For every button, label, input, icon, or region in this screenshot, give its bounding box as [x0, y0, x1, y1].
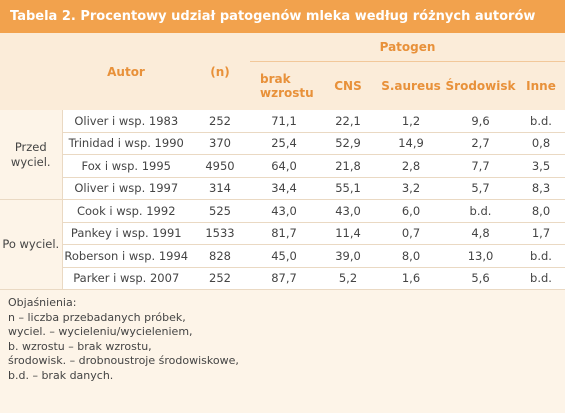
- value-cell: 525: [190, 199, 250, 223]
- author-cell: Roberson i wsp. 1994: [61, 244, 190, 268]
- header-cell: (n): [190, 33, 250, 110]
- value-cell: 2,8: [378, 154, 444, 178]
- header-cell: S.aureus: [378, 61, 444, 110]
- table-row: Pankey i wsp. 1991 1533 81,7 11,4 0,7 4,8 1,7: [0, 222, 565, 245]
- value-cell: 0,8: [517, 132, 565, 155]
- value-cell: 4950: [190, 154, 250, 178]
- value-cell: 43,0: [250, 199, 318, 223]
- value-cell: 5,6: [444, 267, 517, 290]
- table-row: Po wyciel. Cook i wsp. 1992 525 43,0 43,0 6,0…: [0, 199, 565, 290]
- table-row: Parker i wsp. 2007 252 87,7 5,2 1,6 5,6 b.d.: [0, 267, 565, 290]
- header-cell: Autor: [62, 33, 190, 110]
- value-cell: 0,7: [378, 222, 444, 245]
- value-cell: 8,0: [517, 199, 565, 223]
- value-cell: 252: [190, 110, 250, 133]
- value-cell: 5,7: [444, 177, 517, 200]
- table-row: Oliver i wsp. 1997 314 34,4 55,1 3,2 5,7 8,3: [0, 177, 565, 200]
- value-cell: 3,5: [517, 154, 565, 178]
- group-label: Po wyciel.: [0, 199, 63, 290]
- header-cell: Środowisk: [444, 61, 517, 110]
- value-cell: 7,7: [444, 154, 517, 178]
- table-body: Przed wyciel. Oliver i wsp. 1983 252 71,1 22…: [0, 110, 565, 290]
- value-cell: 25,4: [250, 132, 318, 155]
- header-cell: [0, 33, 62, 110]
- value-cell: 314: [190, 177, 250, 200]
- value-cell: 14,9: [378, 132, 444, 155]
- value-cell: b.d.: [517, 267, 565, 290]
- value-cell: 87,7: [250, 267, 318, 290]
- value-cell: b.d.: [517, 244, 565, 268]
- value-cell: 370: [190, 132, 250, 155]
- value-cell: 11,4: [318, 222, 378, 245]
- table-title: Tabela 2. Procentowy udział patogenów ml…: [0, 0, 565, 33]
- table-row: Trinidad i wsp. 1990 370 25,4 52,9 14,9 2,7 0,…: [0, 132, 565, 155]
- note-line: n – liczba przebadanych próbek,: [8, 310, 186, 324]
- author-cell: Oliver i wsp. 1983: [61, 110, 190, 133]
- value-cell: 34,4: [250, 177, 318, 200]
- note-line: wyciel. – wycieleniu/wycieleniem,: [8, 325, 193, 338]
- header-cell: brak wzrostu: [250, 61, 318, 110]
- value-cell: 64,0: [250, 154, 318, 178]
- value-cell: 52,9: [318, 132, 378, 155]
- table-row: Roberson i wsp. 1994 828 45,0 39,0 8,0 13,0 b.…: [0, 244, 565, 268]
- value-cell: 9,6: [444, 110, 517, 133]
- note-line: b.d. – brak danych.: [8, 368, 114, 382]
- value-cell: 1,6: [378, 267, 444, 290]
- author-cell: Trinidad i wsp. 1990: [61, 132, 190, 155]
- value-cell: 13,0: [444, 244, 517, 268]
- note-line: środowisk. – drobnoustroje środowiskowe,: [8, 354, 239, 367]
- value-cell: 2,7: [444, 132, 517, 155]
- value-cell: b.d.: [444, 199, 517, 223]
- table: Autor (n) Patogen brak wzrostu CNS S.aureu…: [0, 33, 565, 290]
- value-cell: 55,1: [318, 177, 378, 200]
- header-group: Patogen: [250, 33, 565, 62]
- author-cell: Cook i wsp. 1992: [61, 199, 190, 223]
- value-cell: 81,7: [250, 222, 318, 245]
- notes-heading: Objaśnienia:: [8, 296, 77, 309]
- value-cell: 45,0: [250, 244, 318, 268]
- value-cell: 828: [190, 244, 250, 268]
- value-cell: 39,0: [318, 244, 378, 268]
- header-cell: Inne: [517, 61, 565, 110]
- value-cell: 1,2: [378, 110, 444, 133]
- notes: Objaśnienia: n – liczba przebadanych pró…: [0, 290, 565, 383]
- value-cell: 6,0: [378, 199, 444, 223]
- value-cell: b.d.: [517, 110, 565, 133]
- value-cell: 1,7: [517, 222, 565, 245]
- table-header: Autor (n) Patogen brak wzrostu CNS S.aureu…: [0, 33, 565, 110]
- header-cell: CNS: [318, 61, 378, 110]
- note-line: b. wzrostu – brak wzrostu,: [8, 339, 152, 353]
- header-row: Autor (n) Patogen: [0, 33, 565, 110]
- value-cell: 5,2: [318, 267, 378, 290]
- value-cell: 43,0: [318, 199, 378, 223]
- value-cell: 71,1: [250, 110, 318, 133]
- author-cell: Fox i wsp. 1995: [61, 154, 190, 178]
- value-cell: 21,8: [318, 154, 378, 178]
- value-cell: 252: [190, 267, 250, 290]
- author-cell: Parker i wsp. 2007: [61, 267, 190, 290]
- header-row: brak wzrostu CNS S.aureus Środowisk Inne: [0, 61, 565, 110]
- table-row: Przed wyciel. Oliver i wsp. 1983 252 71,1 22…: [0, 110, 565, 200]
- value-cell: 1533: [190, 222, 250, 245]
- author-cell: Pankey i wsp. 1991: [61, 222, 190, 245]
- value-cell: 8,0: [378, 244, 444, 268]
- value-cell: 4,8: [444, 222, 517, 245]
- table-row: Fox i wsp. 1995 4950 64,0 21,8 2,8 7,7 3,5: [0, 154, 565, 178]
- value-cell: 3,2: [378, 177, 444, 200]
- group-label: Przed wyciel.: [0, 110, 63, 200]
- value-cell: 8,3: [517, 177, 565, 200]
- author-cell: Oliver i wsp. 1997: [61, 177, 190, 200]
- value-cell: 22,1: [318, 110, 378, 133]
